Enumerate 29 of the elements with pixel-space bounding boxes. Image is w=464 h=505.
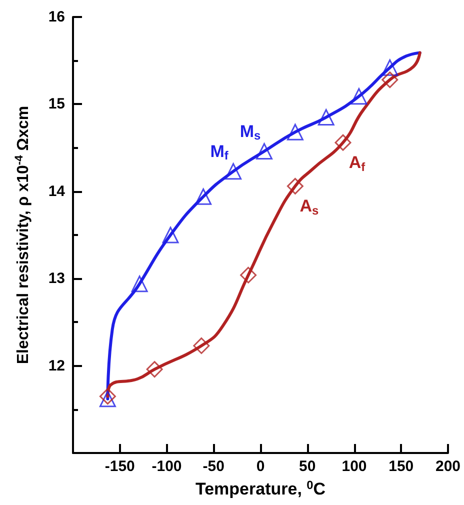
- point: [286, 124, 304, 140]
- point: [225, 163, 242, 180]
- point: [256, 143, 272, 160]
- y-axis-title: Electrical resistivity, ρ x10-4 Ωxcm: [14, 106, 32, 364]
- point: [382, 72, 398, 88]
- point: [240, 266, 257, 284]
- point: [334, 134, 352, 151]
- x-tick-label: -100: [152, 458, 182, 475]
- point: [131, 276, 148, 292]
- x-tick-label: 100: [342, 458, 367, 475]
- x-tick-label: -150: [104, 458, 135, 475]
- y-tick-label: 14: [48, 182, 66, 200]
- y-tick-label: 12: [48, 357, 65, 374]
- x-tick-label: 50: [299, 458, 316, 475]
- y-tick-label: 16: [48, 8, 65, 26]
- y-tick-label: 15: [48, 96, 65, 113]
- point: [350, 88, 368, 105]
- point: [146, 361, 163, 378]
- point: [195, 188, 212, 205]
- x-tick-label: 200: [435, 458, 461, 475]
- y-tick-label: 13: [48, 270, 65, 288]
- x-tick-label: 0: [256, 458, 265, 475]
- point: [286, 178, 304, 194]
- x-tick-label: 150: [388, 458, 414, 475]
- point: [193, 337, 210, 354]
- x-tick-label: -50: [202, 458, 224, 475]
- point: [318, 109, 334, 126]
- point: [162, 226, 179, 244]
- point: [382, 59, 398, 76]
